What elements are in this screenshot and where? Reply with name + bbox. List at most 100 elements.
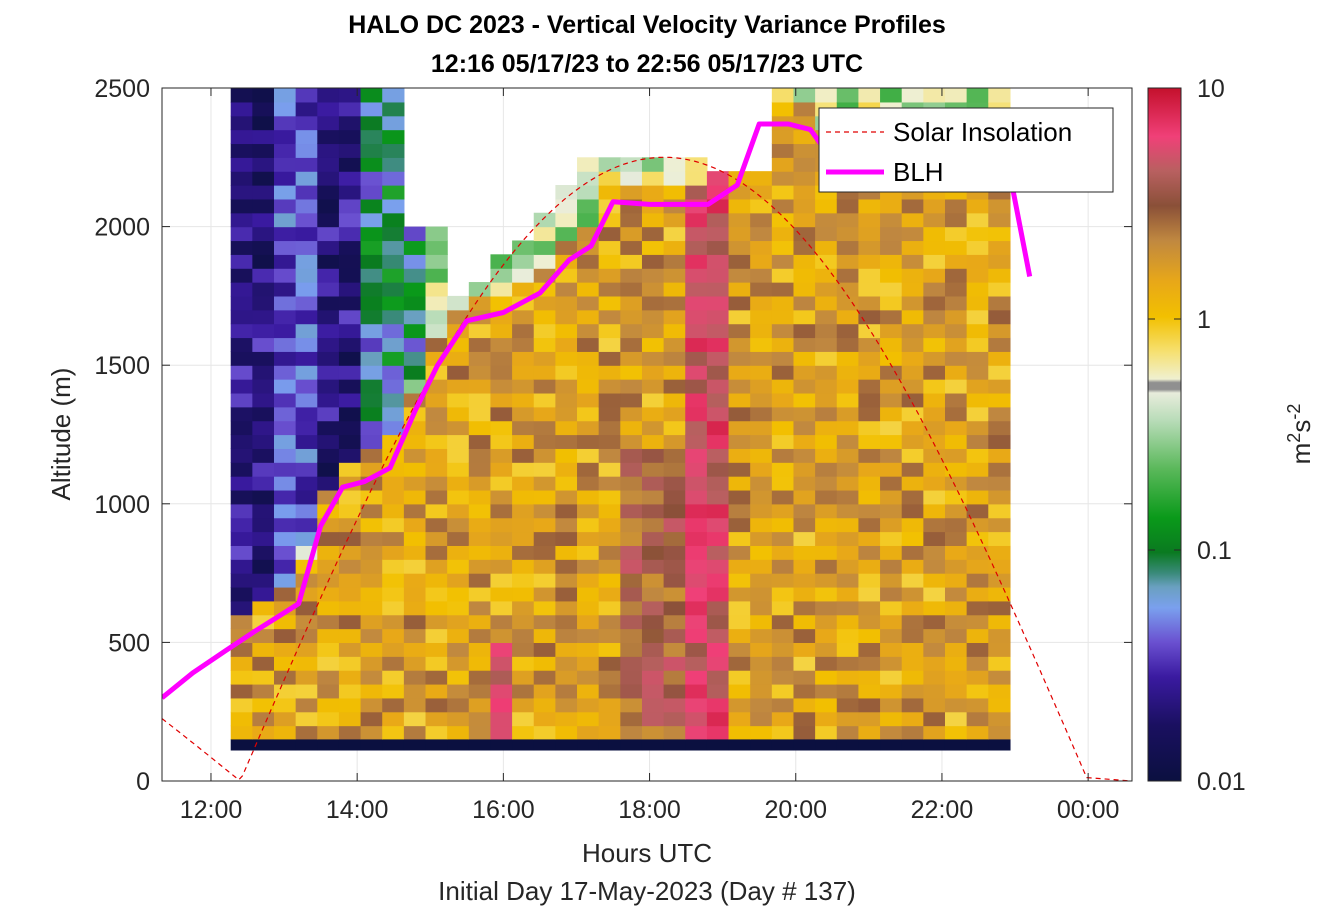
heatmap-cell — [555, 434, 578, 449]
heatmap-cell — [771, 573, 795, 588]
heatmap-cell — [338, 420, 362, 436]
heatmap-cell — [771, 559, 795, 574]
heatmap-cell — [923, 503, 946, 519]
heatmap-cell — [901, 323, 924, 339]
heatmap-cell — [663, 309, 686, 325]
heatmap-cell — [295, 711, 318, 727]
heatmap-cell — [533, 406, 556, 422]
heatmap-cell — [295, 531, 318, 546]
heatmap-cell — [598, 642, 621, 657]
heatmap-cell — [425, 628, 448, 643]
heatmap-cell — [317, 725, 340, 741]
heatmap-cell — [382, 212, 405, 228]
heatmap-cell — [901, 600, 924, 616]
heatmap-cell — [923, 212, 946, 228]
heatmap-cell — [641, 254, 665, 269]
y-tick-label: 500 — [108, 629, 150, 657]
heatmap-cell — [230, 670, 253, 685]
heatmap-cell — [338, 600, 362, 616]
heatmap-cell — [966, 476, 989, 491]
heatmap-cell — [577, 198, 600, 214]
heatmap-cell — [295, 337, 318, 352]
heatmap-cell — [360, 101, 383, 117]
heatmap-cell — [923, 337, 946, 352]
heatmap-cell — [382, 171, 405, 186]
heatmap-baseline-cell — [836, 739, 860, 751]
heatmap-cell — [663, 642, 686, 657]
heatmap-cell — [512, 503, 535, 519]
heatmap-cell — [706, 559, 730, 574]
heatmap-cell — [533, 711, 556, 727]
heatmap-cell — [793, 573, 816, 588]
heatmap-cell — [533, 226, 556, 242]
heatmap-cell — [577, 503, 600, 519]
heatmap-cell — [988, 600, 1011, 616]
heatmap-baseline-cell — [901, 739, 924, 751]
heatmap-cell — [317, 101, 340, 117]
heatmap-cell — [880, 240, 903, 255]
heatmap-cell — [685, 434, 708, 449]
heatmap-cell — [295, 683, 318, 699]
heatmap-cell — [685, 462, 708, 477]
heatmap-cell — [858, 559, 881, 574]
y-tick-label: 2500 — [94, 75, 150, 103]
heatmap-cell — [468, 697, 492, 713]
heatmap-cell — [555, 462, 578, 477]
heatmap-cell — [338, 351, 362, 366]
heatmap-cell — [295, 143, 318, 158]
heatmap-cell — [230, 573, 253, 588]
heatmap-cell — [274, 531, 297, 546]
heatmap-cell — [230, 489, 253, 505]
heatmap-cell — [988, 697, 1011, 713]
heatmap-baseline-cell — [512, 739, 535, 751]
heatmap-cell — [901, 254, 924, 269]
heatmap-cell — [425, 309, 448, 325]
heatmap-cell — [490, 697, 513, 713]
heatmap-cell — [901, 725, 924, 741]
heatmap-cell — [988, 337, 1011, 352]
heatmap-cell — [685, 226, 708, 242]
heatmap-cell — [771, 683, 795, 699]
heatmap-cell — [533, 240, 556, 255]
heatmap-cell — [793, 157, 816, 172]
heatmap-cell — [836, 697, 860, 713]
heatmap-cell — [728, 226, 751, 242]
heatmap-cell — [252, 185, 275, 200]
x-axis-ticks: 12:00 14:00 16:00 18:00 20:00 22:00 00:00 — [180, 88, 1119, 824]
heatmap-cell — [836, 434, 860, 449]
heatmap-cell — [598, 226, 621, 242]
heatmap-cell — [901, 420, 924, 436]
heatmap-cell — [360, 129, 383, 145]
heatmap-cell — [836, 586, 860, 602]
heatmap-cell — [382, 600, 405, 616]
heatmap-cell — [944, 420, 968, 436]
heatmap-cell — [598, 697, 621, 713]
heatmap-cell — [988, 628, 1011, 643]
heatmap-cell — [490, 434, 513, 449]
x-tick-label: 22:00 — [911, 796, 974, 824]
heatmap-cell — [750, 614, 773, 630]
heatmap-cell — [620, 614, 643, 630]
heatmap-cell — [901, 268, 924, 283]
heatmap-cell — [815, 559, 838, 574]
heatmap-cell — [252, 614, 275, 630]
plot-frame — [161, 87, 1133, 782]
heatmap-cell — [793, 240, 816, 255]
heatmap-cell — [663, 240, 686, 255]
heatmap-baseline-cell — [555, 739, 578, 751]
heatmap-cell — [274, 628, 297, 643]
heatmap-cell — [858, 406, 881, 422]
heatmap-cell — [793, 725, 816, 741]
heatmap-cell — [944, 406, 968, 422]
heatmap-cell — [750, 489, 773, 505]
heatmap-cell — [793, 379, 816, 394]
heatmap-cell — [512, 448, 535, 463]
heatmap-cell — [750, 462, 773, 477]
heatmap-cell — [836, 656, 860, 671]
heatmap-cell — [360, 406, 383, 422]
heatmap-cell — [815, 226, 838, 242]
heatmap-cell — [750, 697, 773, 713]
heatmap-cell — [858, 226, 881, 242]
heatmap-cell — [880, 614, 903, 630]
heatmap-cell — [901, 198, 924, 214]
